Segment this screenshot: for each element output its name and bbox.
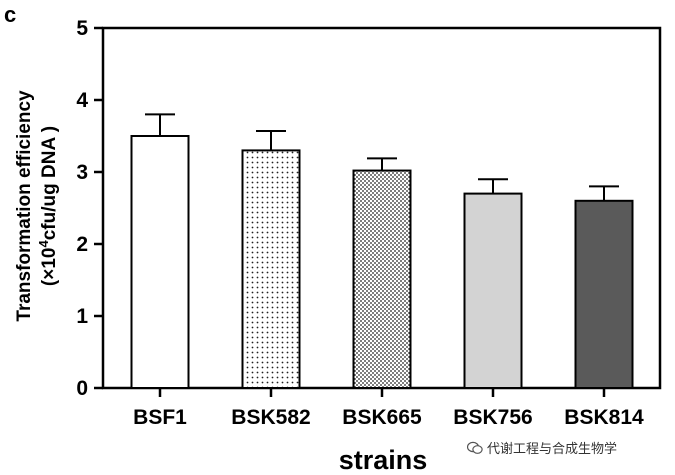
- bar-bsk582: [241, 149, 301, 389]
- y-axis-label-line2: (×104cfu/ug DNA ): [36, 126, 61, 286]
- x-tick-label: BSK665: [342, 406, 422, 429]
- watermark: 代谢工程与合成生物学: [467, 438, 617, 457]
- x-tick-label: BSF1: [133, 406, 187, 429]
- panel-label: c: [4, 2, 17, 27]
- y-tick-label: 1: [76, 305, 88, 328]
- x-tick-label: BSK814: [564, 406, 644, 429]
- wechat-icon: [467, 441, 483, 454]
- y-tick-label: 3: [76, 161, 88, 184]
- bar-bsk665: [352, 169, 412, 389]
- bar-bsf1: [130, 135, 190, 389]
- error-bars: [145, 113, 619, 201]
- x-axis: BSF1 BSK582 BSK665 BSK756 BSK814: [133, 388, 644, 429]
- y-axis-label-prefix: (×10: [39, 248, 60, 287]
- watermark-text: 代谢工程与合成生物学: [487, 442, 618, 457]
- y-axis-label-superscript: 4: [36, 240, 51, 248]
- x-tick-label: BSK756: [453, 406, 532, 429]
- y-axis-label-suffix: cfu/ug DNA ): [39, 126, 60, 240]
- bar-bsk814: [574, 199, 634, 389]
- bar-bsk756: [463, 192, 523, 389]
- x-axis-label: strains: [339, 445, 428, 475]
- x-tick-label: BSK582: [231, 406, 310, 429]
- y-tick-label: 5: [76, 17, 88, 40]
- y-axis: 0 1 2 3 4 5: [76, 17, 103, 400]
- y-tick-label: 2: [76, 233, 88, 256]
- y-axis-label-line1: Transformation efficiency: [14, 90, 35, 322]
- y-tick-label: 4: [76, 89, 88, 112]
- bars: [130, 135, 634, 389]
- y-tick-label: 0: [76, 377, 88, 400]
